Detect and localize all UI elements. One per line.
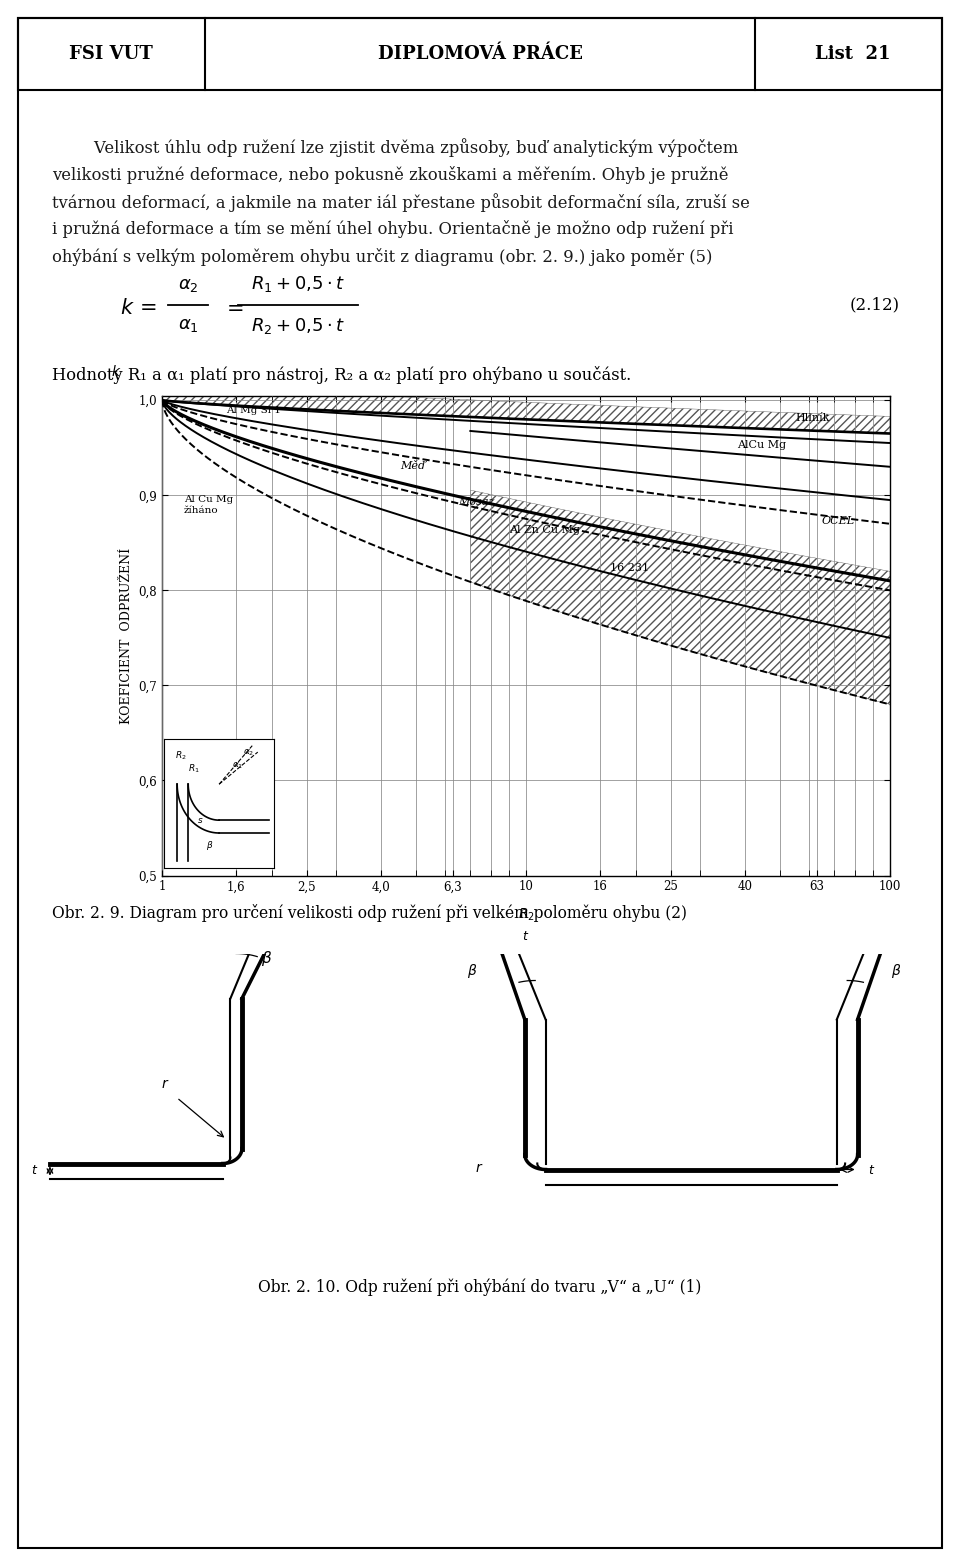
Text: $\alpha_2$: $\alpha_2$ [244,747,254,758]
Text: $t$: $t$ [868,1165,876,1178]
Text: Obr. 2. 9. Diagram pro určení velikosti odp ružení při velkém poloměru ohybu (2): Obr. 2. 9. Diagram pro určení velikosti … [52,904,687,921]
Text: $=$: $=$ [222,298,244,316]
Text: Al Cu Mg
žíháno: Al Cu Mg žíháno [184,495,233,515]
Y-axis label: KOEFICIENT  ODPRUŽENÍ: KOEFICIENT ODPRUŽENÍ [120,548,132,723]
Text: Obr. 2. 10. Odp ružení při ohýbání do tvaru „V“ a „U“ (1): Obr. 2. 10. Odp ružení při ohýbání do tv… [258,1278,702,1297]
Text: $k$: $k$ [111,365,122,379]
Text: (2.12): (2.12) [850,296,900,313]
Text: $s$: $s$ [197,816,204,825]
Text: $\alpha_1$: $\alpha_1$ [178,315,199,334]
Text: velikosti pružné deformace, nebo pokusně zkouškami a měřením. Ohyb je pružně: velikosti pružné deformace, nebo pokusně… [52,166,729,183]
Bar [18,17,942,89]
Text: Velikost úhlu odp ružení lze zjistit dvěma způsoby, buď analytickým výpočtem: Velikost úhlu odp ružení lze zjistit dvě… [52,138,738,157]
Text: Mosaz: Mosaz [458,496,494,507]
Text: $\beta$: $\beta$ [467,962,477,979]
Text: 16 231: 16 231 [610,564,649,573]
Text: DIPLOMOVÁ PRÁCE: DIPLOMOVÁ PRÁCE [377,45,583,63]
Text: $R_2 + 0{,}5\cdot t$: $R_2 + 0{,}5\cdot t$ [251,315,345,335]
Text: $k\,=$: $k\,=$ [120,298,156,318]
Text: Al Zn Cu Mg: Al Zn Cu Mg [510,525,581,536]
Text: $r$: $r$ [475,1162,483,1176]
Text: $R_2$: $R_2$ [175,750,186,763]
Text: $t$: $t$ [522,930,530,943]
Text: AlCu Mg: AlCu Mg [737,440,786,449]
Text: Al Mg Si 1: Al Mg Si 1 [227,406,281,415]
Text: Hodnoty R₁ a α₁ platí pro nástroj, R₂ a α₂ platí pro ohýbano u součást.: Hodnoty R₁ a α₁ platí pro nástroj, R₂ a … [52,365,632,384]
Text: tvárnou deformací, a jakmile na mater iál přestane působit deformační síla, zruš: tvárnou deformací, a jakmile na mater iá… [52,193,750,211]
Text: $R_1 + 0{,}5\cdot t$: $R_1 + 0{,}5\cdot t$ [251,274,345,293]
Text: $\beta$: $\beta$ [261,949,273,968]
Text: FSI VUT: FSI VUT [69,45,153,63]
Text: $R_1$: $R_1$ [188,763,200,775]
Text: $t$: $t$ [31,1165,38,1178]
Text: List  21: List 21 [815,45,891,63]
Text: $\beta$: $\beta$ [205,839,213,852]
Text: Hliník: Hliník [796,413,830,423]
Text: $\alpha_2$: $\alpha_2$ [178,276,199,293]
Text: Měď: Měď [399,460,425,471]
Text: $\beta$: $\beta$ [891,962,901,979]
Text: $\alpha_1$: $\alpha_1$ [232,761,244,770]
Text: $R_2$: $R_2$ [517,907,535,922]
Text: OCEL: OCEL [822,515,855,526]
Text: ohýbání s velkým poloměrem ohybu určit z diagramu (obr. 2. 9.) jako poměr (5): ohýbání s velkým poloměrem ohybu určit z… [52,247,712,266]
Text: i pružná deformace a tím se mění úhel ohybu. Orientačně je možno odp ružení při: i pružná deformace a tím se mění úhel oh… [52,221,733,238]
Text: $r$: $r$ [161,1077,170,1092]
